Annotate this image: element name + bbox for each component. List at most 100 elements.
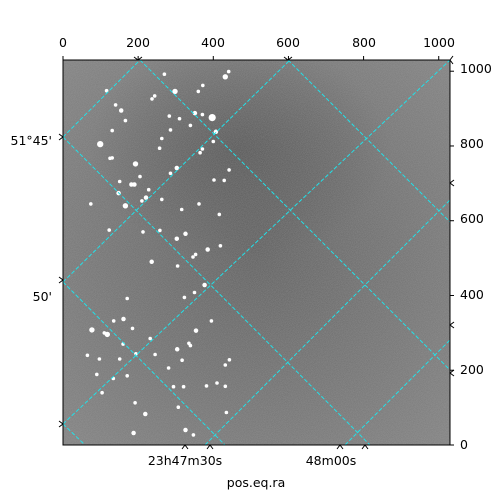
star: [143, 411, 148, 417]
tick-marks: [58, 55, 455, 450]
grid-line: [287, 60, 450, 223]
star: [181, 384, 186, 389]
star: [174, 347, 180, 352]
star: [157, 146, 162, 150]
grid-line: [204, 199, 450, 445]
star: [222, 178, 226, 183]
star: [146, 187, 151, 192]
star: [224, 410, 229, 415]
star: [85, 353, 90, 358]
star: [227, 168, 231, 172]
star: [138, 174, 142, 179]
star: [131, 430, 136, 436]
y-tick-label-right: 400: [460, 287, 484, 302]
world-tick: [133, 56, 143, 61]
star: [160, 197, 164, 202]
ra-tick-label: 23h47m30s: [148, 453, 222, 468]
star: [202, 282, 207, 288]
world-tick: [449, 55, 454, 65]
plot-frame: [62, 59, 451, 446]
star: [117, 357, 122, 361]
star: [217, 212, 222, 217]
y-tick-label-right: 200: [460, 362, 484, 377]
star: [111, 319, 116, 323]
star: [200, 147, 205, 151]
star: [153, 352, 157, 357]
star: [168, 128, 173, 132]
star: [192, 290, 197, 295]
star: [110, 128, 114, 133]
grid-line: [63, 281, 226, 445]
star: [193, 252, 198, 257]
star: [174, 236, 180, 241]
star: [197, 202, 201, 206]
star: [132, 182, 137, 187]
plot-area: [63, 60, 450, 445]
star: [211, 139, 216, 144]
star: [167, 114, 172, 118]
star: [162, 72, 167, 76]
star: [183, 427, 188, 433]
star: [149, 259, 154, 265]
world-tick: [58, 420, 64, 428]
star: [208, 114, 216, 122]
star: [188, 343, 193, 348]
coordinate-grid: [63, 60, 450, 445]
star: [223, 363, 228, 367]
grid-line: [63, 60, 450, 425]
star: [183, 231, 188, 237]
star: [121, 316, 126, 322]
star: [172, 88, 178, 95]
x-tick-label-top: 400: [201, 35, 225, 50]
star: [209, 319, 214, 323]
world-tick: [283, 56, 293, 61]
star: [104, 88, 109, 93]
star: [125, 296, 129, 301]
star: [113, 103, 118, 107]
grid-line: [344, 339, 450, 445]
star: [150, 97, 154, 101]
star: [191, 255, 195, 259]
star: [143, 195, 149, 200]
star: [182, 295, 187, 300]
star: [180, 358, 184, 363]
star: [177, 116, 182, 121]
x-tick-label-top: 800: [352, 35, 376, 50]
ra-tick-label: 48m00s: [306, 453, 357, 468]
star: [175, 264, 180, 268]
star: [198, 150, 202, 155]
star: [133, 401, 137, 405]
world-tick: [449, 321, 455, 329]
star: [102, 331, 107, 335]
world-tick: [206, 444, 214, 450]
star: [201, 83, 205, 88]
star: [205, 247, 210, 252]
world-tick: [58, 133, 64, 141]
world-tick: [449, 179, 455, 187]
star: [226, 69, 231, 74]
star: [160, 136, 164, 141]
star: [118, 108, 124, 113]
star: [140, 199, 144, 203]
star: [171, 384, 176, 389]
star: [125, 374, 129, 378]
x-tick-label-top: 600: [276, 35, 300, 50]
star: [191, 433, 196, 437]
star: [193, 328, 199, 333]
star: [89, 327, 95, 333]
star: [179, 207, 184, 212]
x-tick-label-top: 1000: [423, 35, 455, 50]
star: [130, 326, 135, 331]
dec-tick-label: 51°45': [11, 133, 53, 148]
dec-tick-label: 50': [33, 289, 52, 304]
star: [227, 358, 232, 362]
world-tick: [336, 444, 344, 450]
star: [212, 178, 216, 182]
star: [97, 357, 102, 361]
grid-line: [63, 423, 86, 445]
star: [176, 405, 181, 410]
star: [148, 336, 152, 341]
star: [132, 161, 139, 167]
star: [215, 381, 219, 385]
